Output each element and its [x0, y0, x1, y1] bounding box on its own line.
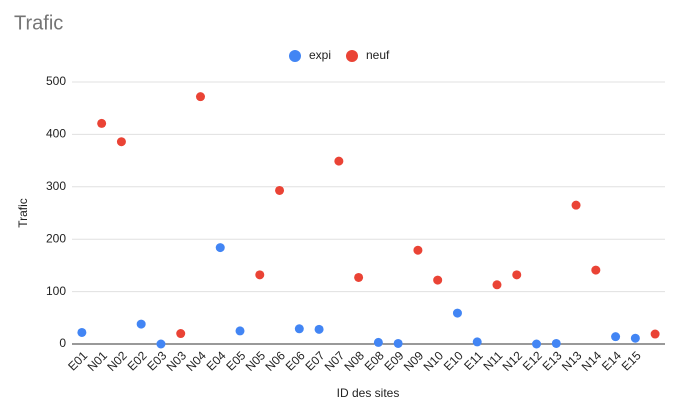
point — [77, 327, 87, 337]
point — [433, 275, 443, 285]
point — [492, 280, 502, 290]
chart-title: Trafic — [14, 12, 63, 34]
x-tick-label: E15 — [619, 348, 644, 373]
point — [176, 329, 186, 339]
point — [354, 272, 364, 282]
point — [532, 339, 542, 349]
y-tick-label: 300 — [46, 179, 66, 193]
point — [591, 265, 601, 275]
legend-label: expi — [309, 48, 331, 62]
point — [156, 339, 166, 349]
point — [452, 308, 462, 318]
point — [116, 137, 126, 147]
point — [630, 333, 640, 343]
point — [275, 185, 285, 195]
point — [472, 337, 482, 347]
point — [373, 337, 383, 347]
point — [571, 200, 581, 210]
y-tick-label: 500 — [46, 74, 66, 88]
y-tick-label: 100 — [46, 284, 66, 298]
point — [314, 324, 324, 334]
y-tick-label: 0 — [59, 336, 66, 350]
legend-marker — [289, 50, 301, 62]
y-axis-title: Trafic — [16, 198, 30, 228]
point — [215, 243, 225, 253]
point — [334, 156, 344, 166]
x-axis-title: ID des sites — [337, 386, 400, 400]
point — [136, 319, 146, 329]
point — [97, 118, 107, 128]
point — [294, 324, 304, 334]
point — [413, 245, 423, 255]
point — [195, 92, 205, 102]
point — [235, 326, 245, 336]
point — [611, 332, 621, 342]
point — [255, 270, 265, 280]
legend-label: neuf — [366, 48, 390, 62]
point — [512, 270, 522, 280]
y-tick-label: 200 — [46, 231, 66, 245]
point — [393, 338, 403, 348]
y-tick-label: 400 — [46, 127, 66, 141]
point — [650, 329, 660, 339]
legend-marker — [346, 50, 358, 62]
point — [551, 338, 561, 348]
